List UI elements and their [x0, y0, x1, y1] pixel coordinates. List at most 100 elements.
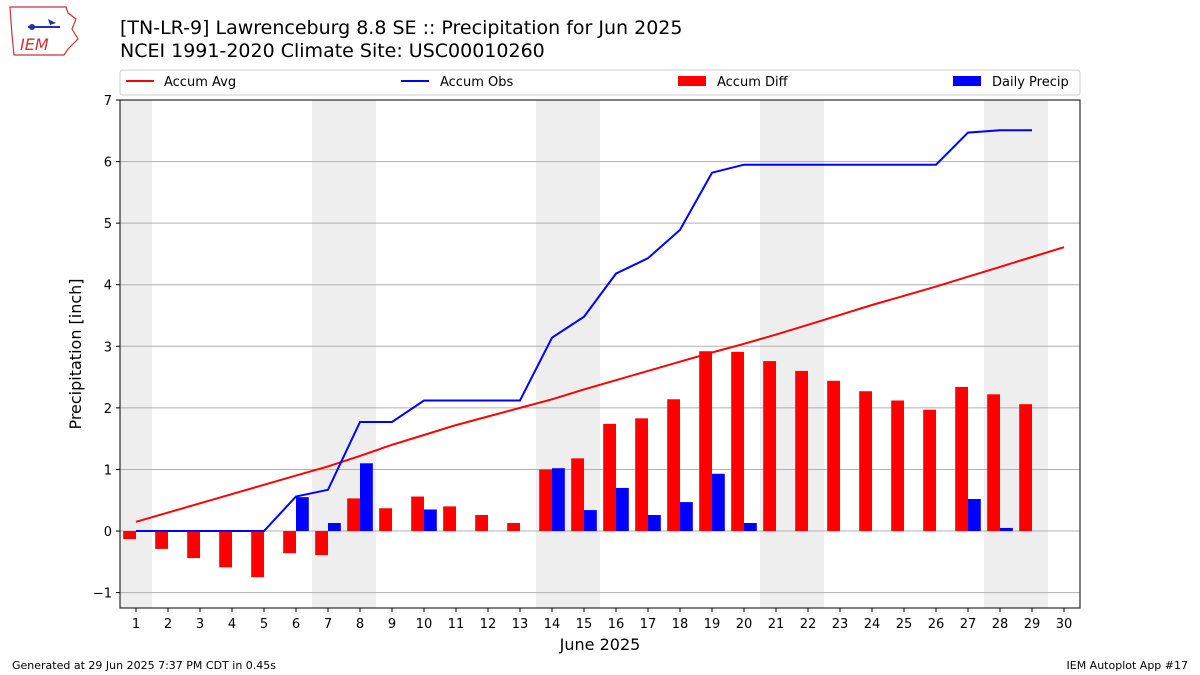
accum-diff-bar: [475, 515, 488, 532]
daily-precip-bar: [616, 487, 629, 532]
accum-diff-bar: [699, 351, 712, 532]
y-tick-label: 7: [104, 94, 112, 109]
legend-swatch: [678, 76, 706, 86]
weekend-shade: [984, 100, 1016, 608]
y-tick-label: 1: [104, 463, 112, 478]
accum-diff-bar: [923, 409, 936, 532]
accum-diff-bar: [187, 531, 200, 559]
x-tick-label: 18: [672, 617, 689, 632]
x-tick-label: 6: [292, 617, 300, 632]
weekend-shade: [792, 100, 824, 608]
accum-diff-bar: [507, 523, 520, 532]
accum-diff-bar: [859, 391, 872, 532]
y-tick-label: 4: [104, 279, 112, 294]
x-tick-label: 13: [512, 617, 529, 632]
accum-diff-bar: [1019, 404, 1032, 532]
accum-obs-line: [136, 129, 1032, 532]
daily-precip-bar: [360, 463, 373, 532]
accum-diff-bar: [603, 423, 616, 532]
x-tick-label: 30: [1056, 617, 1073, 632]
x-tick-label: 12: [480, 617, 497, 632]
accum-diff-bar: [955, 386, 968, 532]
y-tick-label: 5: [104, 217, 112, 232]
weekend-shade: [568, 100, 600, 608]
daily-precip-bar: [680, 502, 693, 532]
x-tick-label: 1: [132, 617, 140, 632]
x-tick-label: 14: [544, 617, 561, 632]
accum-diff-bar: [411, 496, 424, 532]
daily-precip-bar: [296, 497, 309, 532]
accum-diff-bar: [379, 508, 392, 532]
accum-diff-bar: [219, 531, 232, 568]
accum-diff-bar: [891, 400, 904, 532]
x-tick-label: 10: [416, 617, 433, 632]
y-tick-label: 6: [104, 156, 112, 171]
weekend-shade: [760, 100, 792, 608]
daily-precip-bar: [968, 499, 981, 532]
accum-diff-bar: [251, 531, 264, 578]
generated-timestamp: Generated at 29 Jun 2025 7:37 PM CDT in …: [12, 659, 277, 672]
x-tick-label: 27: [960, 617, 977, 632]
x-tick-label: 20: [736, 617, 753, 632]
daily-precip-bar: [328, 523, 341, 532]
daily-precip-bar: [552, 468, 565, 532]
x-tick-label: 16: [608, 617, 625, 632]
x-tick-label: 24: [864, 617, 881, 632]
weekend-shade: [1016, 100, 1048, 608]
accum-diff-bar: [987, 394, 1000, 532]
app-label: IEM Autoplot App #17: [1066, 659, 1189, 672]
legend-label: Accum Avg: [164, 75, 236, 90]
x-tick-label: 5: [260, 617, 268, 632]
accum-diff-bar: [667, 399, 680, 532]
x-tick-label: 9: [388, 617, 396, 632]
daily-precip-bar: [1000, 527, 1013, 532]
x-tick-label: 23: [832, 617, 849, 632]
y-tick-label: 2: [104, 402, 112, 417]
daily-precip-bar: [584, 510, 597, 532]
x-tick-label: 17: [640, 617, 657, 632]
accum-diff-bar: [443, 506, 456, 532]
y-axis-label: Precipitation [inch]: [66, 278, 85, 429]
accum-diff-bar: [763, 361, 776, 532]
accum-diff-bar: [347, 498, 360, 532]
y-tick-label: 3: [104, 340, 112, 355]
daily-precip-bar: [648, 515, 661, 532]
x-axis-label: June 2025: [559, 635, 641, 654]
x-tick-label: 21: [768, 617, 785, 632]
iem-logo: IEM: [8, 5, 80, 63]
x-tick-label: 29: [1024, 617, 1041, 632]
accum-diff-bar: [795, 370, 808, 532]
legend-label: Accum Obs: [440, 75, 513, 90]
accum-diff-bar: [827, 380, 840, 532]
accum-diff-bar: [155, 531, 168, 549]
accum-diff-bar: [731, 351, 744, 532]
legend-swatch: [953, 76, 981, 86]
daily-precip-bar: [712, 473, 725, 532]
daily-precip-bar: [744, 523, 757, 532]
x-tick-label: 8: [356, 617, 364, 632]
x-tick-label: 7: [324, 617, 332, 632]
legend-label: Accum Diff: [717, 75, 789, 90]
legend-box: [119, 69, 1081, 96]
chart-subtitle: NCEI 1991-2020 Climate Site: USC00010260: [120, 40, 545, 62]
x-tick-label: 4: [228, 617, 236, 632]
accum-diff-bar: [539, 469, 552, 532]
weekend-shade: [344, 100, 376, 608]
weekend-shade: [536, 100, 568, 608]
x-tick-label: 28: [992, 617, 1009, 632]
x-tick-label: 22: [800, 617, 817, 632]
accum-diff-bar: [315, 531, 328, 556]
accum-diff-bar: [635, 418, 648, 532]
weekend-shade: [120, 100, 152, 608]
x-tick-label: 25: [896, 617, 913, 632]
chart-title: [TN-LR-9] Lawrenceburg 8.8 SE :: Precipi…: [120, 17, 683, 39]
accum-diff-bar: [123, 531, 136, 540]
y-tick-label: 0: [104, 525, 112, 540]
x-tick-label: 15: [576, 617, 593, 632]
accum-diff-bar: [571, 458, 584, 532]
accum-diff-bar: [283, 531, 296, 554]
accum-avg-line: [135, 246, 1065, 523]
logo-text: IEM: [20, 35, 49, 54]
x-tick-label: 26: [928, 617, 945, 632]
